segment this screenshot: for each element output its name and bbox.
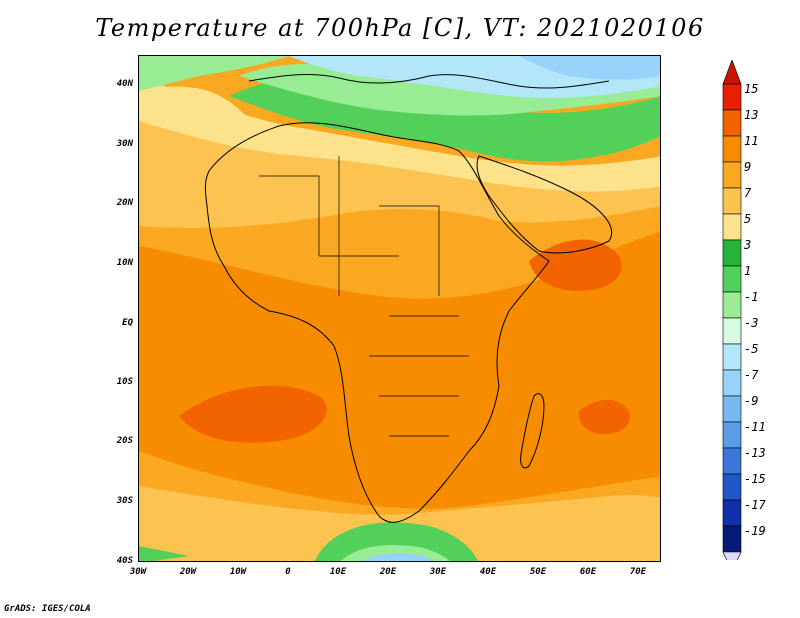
lon-tick-label: 20W	[179, 567, 197, 577]
colorbar-label: 1	[744, 264, 752, 278]
colorbar-swatch	[722, 161, 742, 189]
colorbar-label: -3	[744, 316, 759, 330]
colorbar-label: -15	[744, 472, 766, 486]
colorbar-swatch	[722, 343, 742, 371]
colorbar-label: 5	[744, 212, 752, 226]
lat-tick-label: 40N	[116, 79, 133, 89]
colorbar-swatch	[722, 395, 742, 423]
colorbar-swatch	[722, 239, 742, 267]
lon-tick-label: 40E	[479, 567, 497, 577]
colorbar-swatch	[722, 499, 742, 527]
colorbar-swatch	[722, 213, 742, 241]
lat-tick-label: 10N	[116, 258, 133, 268]
colorbar-swatch	[722, 447, 742, 475]
colorbar-label: -5	[744, 342, 759, 356]
colorbar-label: 3	[744, 238, 752, 252]
colorbar-swatch	[722, 317, 742, 345]
lon-tick-label: 30W	[129, 567, 147, 577]
lon-tick-label: 30E	[429, 567, 447, 577]
map-title: Temperature at 700hPa [C], VT: 202102010…	[95, 14, 705, 42]
lat-tick-label: 40S	[116, 556, 133, 566]
colorbar-swatch	[722, 369, 742, 397]
colorbar-label: 7	[744, 186, 752, 200]
colorbar-label: -1	[744, 290, 759, 304]
colorbar-label: -9	[744, 394, 759, 408]
temperature-field	[139, 56, 660, 561]
colorbar-swatch	[722, 473, 742, 501]
colorbar-swatch	[722, 421, 742, 449]
lat-tick-label: EQ	[122, 318, 133, 328]
map-panel	[138, 55, 661, 562]
colorbar-label: 15	[744, 82, 759, 96]
lat-tick-label: 30S	[116, 496, 133, 506]
colorbar-bottom-triangle	[722, 551, 742, 560]
colorbar-top-triangle	[722, 60, 742, 85]
lat-tick-label: 20N	[116, 198, 133, 208]
lat-tick-label: 20S	[116, 436, 133, 446]
colorbar-label: 11	[744, 134, 759, 148]
colorbar-swatch	[722, 525, 742, 553]
colorbar-swatch	[722, 83, 742, 111]
lat-tick-label: 30N	[116, 139, 133, 149]
lat-tick-label: 10S	[116, 377, 133, 387]
lon-tick-label: 70E	[629, 567, 647, 577]
colorbar-label: 13	[744, 108, 759, 122]
colorbar-label: -7	[744, 368, 759, 382]
colorbar	[722, 60, 742, 560]
lon-tick-label: 20E	[379, 567, 397, 577]
colorbar-swatch	[722, 109, 742, 137]
colorbar-label: -13	[744, 446, 766, 460]
lon-tick-label: 0	[285, 567, 291, 577]
lon-tick-label: 60E	[579, 567, 597, 577]
colorbar-label: -19	[744, 524, 766, 538]
grads-credit: GrADS: IGES/COLA	[4, 604, 91, 614]
colorbar-swatch	[722, 187, 742, 215]
lon-tick-label: 10W	[229, 567, 247, 577]
colorbar-swatch	[722, 291, 742, 319]
colorbar-label: 9	[744, 160, 752, 174]
colorbar-label: -11	[744, 420, 766, 434]
colorbar-swatch	[722, 135, 742, 163]
lon-tick-label: 10E	[329, 567, 347, 577]
colorbar-swatch	[722, 265, 742, 293]
colorbar-label: -17	[744, 498, 766, 512]
lon-tick-label: 50E	[529, 567, 547, 577]
